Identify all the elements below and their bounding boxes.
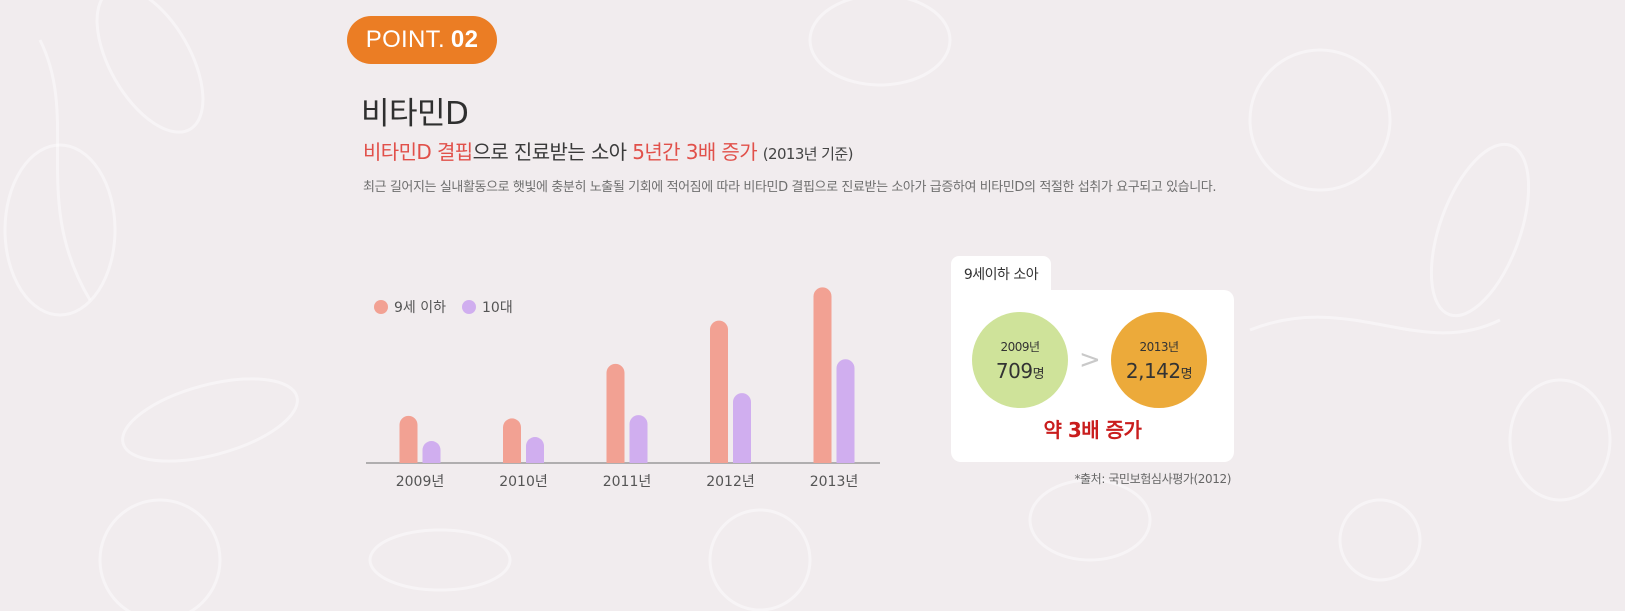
legend-item-under9: 9세 이하 — [374, 297, 446, 317]
subtitle-highlight-1: 비타민D 결핍 — [363, 140, 473, 164]
bar-under9-4 — [813, 287, 832, 463]
legend-label-under9: 9세 이하 — [394, 300, 446, 316]
bar-teens-3 — [733, 393, 751, 463]
bar-under9-2 — [606, 363, 625, 463]
circle-2009: 2009년 709명 — [972, 312, 1068, 408]
source-note: *출처: 국민보험심사평가(2012) — [1074, 472, 1231, 486]
subtitle-highlight-2: 5년간 3배 증가 — [632, 140, 758, 164]
circle-2013-unit: 명 — [1180, 366, 1193, 382]
x-tick-label-3: 2012년 — [706, 474, 755, 490]
greater-than-icon: > — [1079, 345, 1101, 375]
point-badge: POINT. 02 — [347, 16, 497, 64]
legend-dot-teens — [462, 300, 476, 314]
circle-2013-value: 2,142명 — [1125, 358, 1193, 383]
bar-under9-0 — [399, 415, 418, 463]
bar-teens-4 — [836, 359, 855, 463]
legend-label-teens: 10대 — [482, 300, 513, 316]
point-badge-number: 02 — [450, 26, 479, 53]
x-tick-label-2: 2011년 — [603, 474, 652, 490]
increase-text: 약 3배 증가 — [1043, 418, 1142, 442]
circle-2009-unit: 명 — [1032, 366, 1045, 382]
subtitle-note: (2013년 기준) — [762, 145, 854, 163]
card-tab-label: 9세이하 소아 — [951, 256, 1051, 292]
circle-2009-year: 2009년 — [1000, 339, 1040, 354]
bar-teens-1 — [526, 437, 544, 463]
subtitle: 비타민D 결핍으로 진료받는 소아 5년간 3배 증가 (2013년 기준) — [363, 136, 853, 165]
x-tick-label-0: 2009년 — [396, 474, 445, 490]
legend-dot-under9 — [374, 300, 388, 314]
description: 최근 길어지는 실내활동으로 햇빛에 충분히 노출될 기회에 적어짐에 따라 비… — [363, 180, 1217, 195]
page-title: 비타민D — [361, 96, 469, 132]
bar-under9-3 — [710, 320, 728, 463]
bar-teens-2 — [629, 415, 648, 463]
bar-teens-0 — [422, 441, 441, 463]
circle-2009-count: 709 — [995, 358, 1033, 383]
circle-2013-year: 2013년 — [1139, 339, 1179, 354]
legend-item-teens: 10대 — [462, 297, 513, 317]
chart-legend: 9세 이하 10대 — [374, 297, 529, 317]
circle-2013-count: 2,142 — [1125, 358, 1181, 383]
point-badge-prefix: POINT. — [365, 26, 445, 53]
bar-under9-1 — [503, 418, 521, 463]
subtitle-text: 으로 진료받는 소아 — [472, 140, 633, 164]
x-tick-label-4: 2013년 — [810, 474, 859, 490]
x-tick-label-1: 2010년 — [499, 474, 548, 490]
circle-2009-value: 709명 — [995, 358, 1045, 383]
comparison-card: 2009년 709명 > 2013년 2,142명 약 3배 증가 — [951, 290, 1234, 462]
circle-2013: 2013년 2,142명 — [1111, 312, 1207, 408]
bar-chart: 2009년 2010년 2011년 2012년 2013년 — [366, 287, 880, 490]
